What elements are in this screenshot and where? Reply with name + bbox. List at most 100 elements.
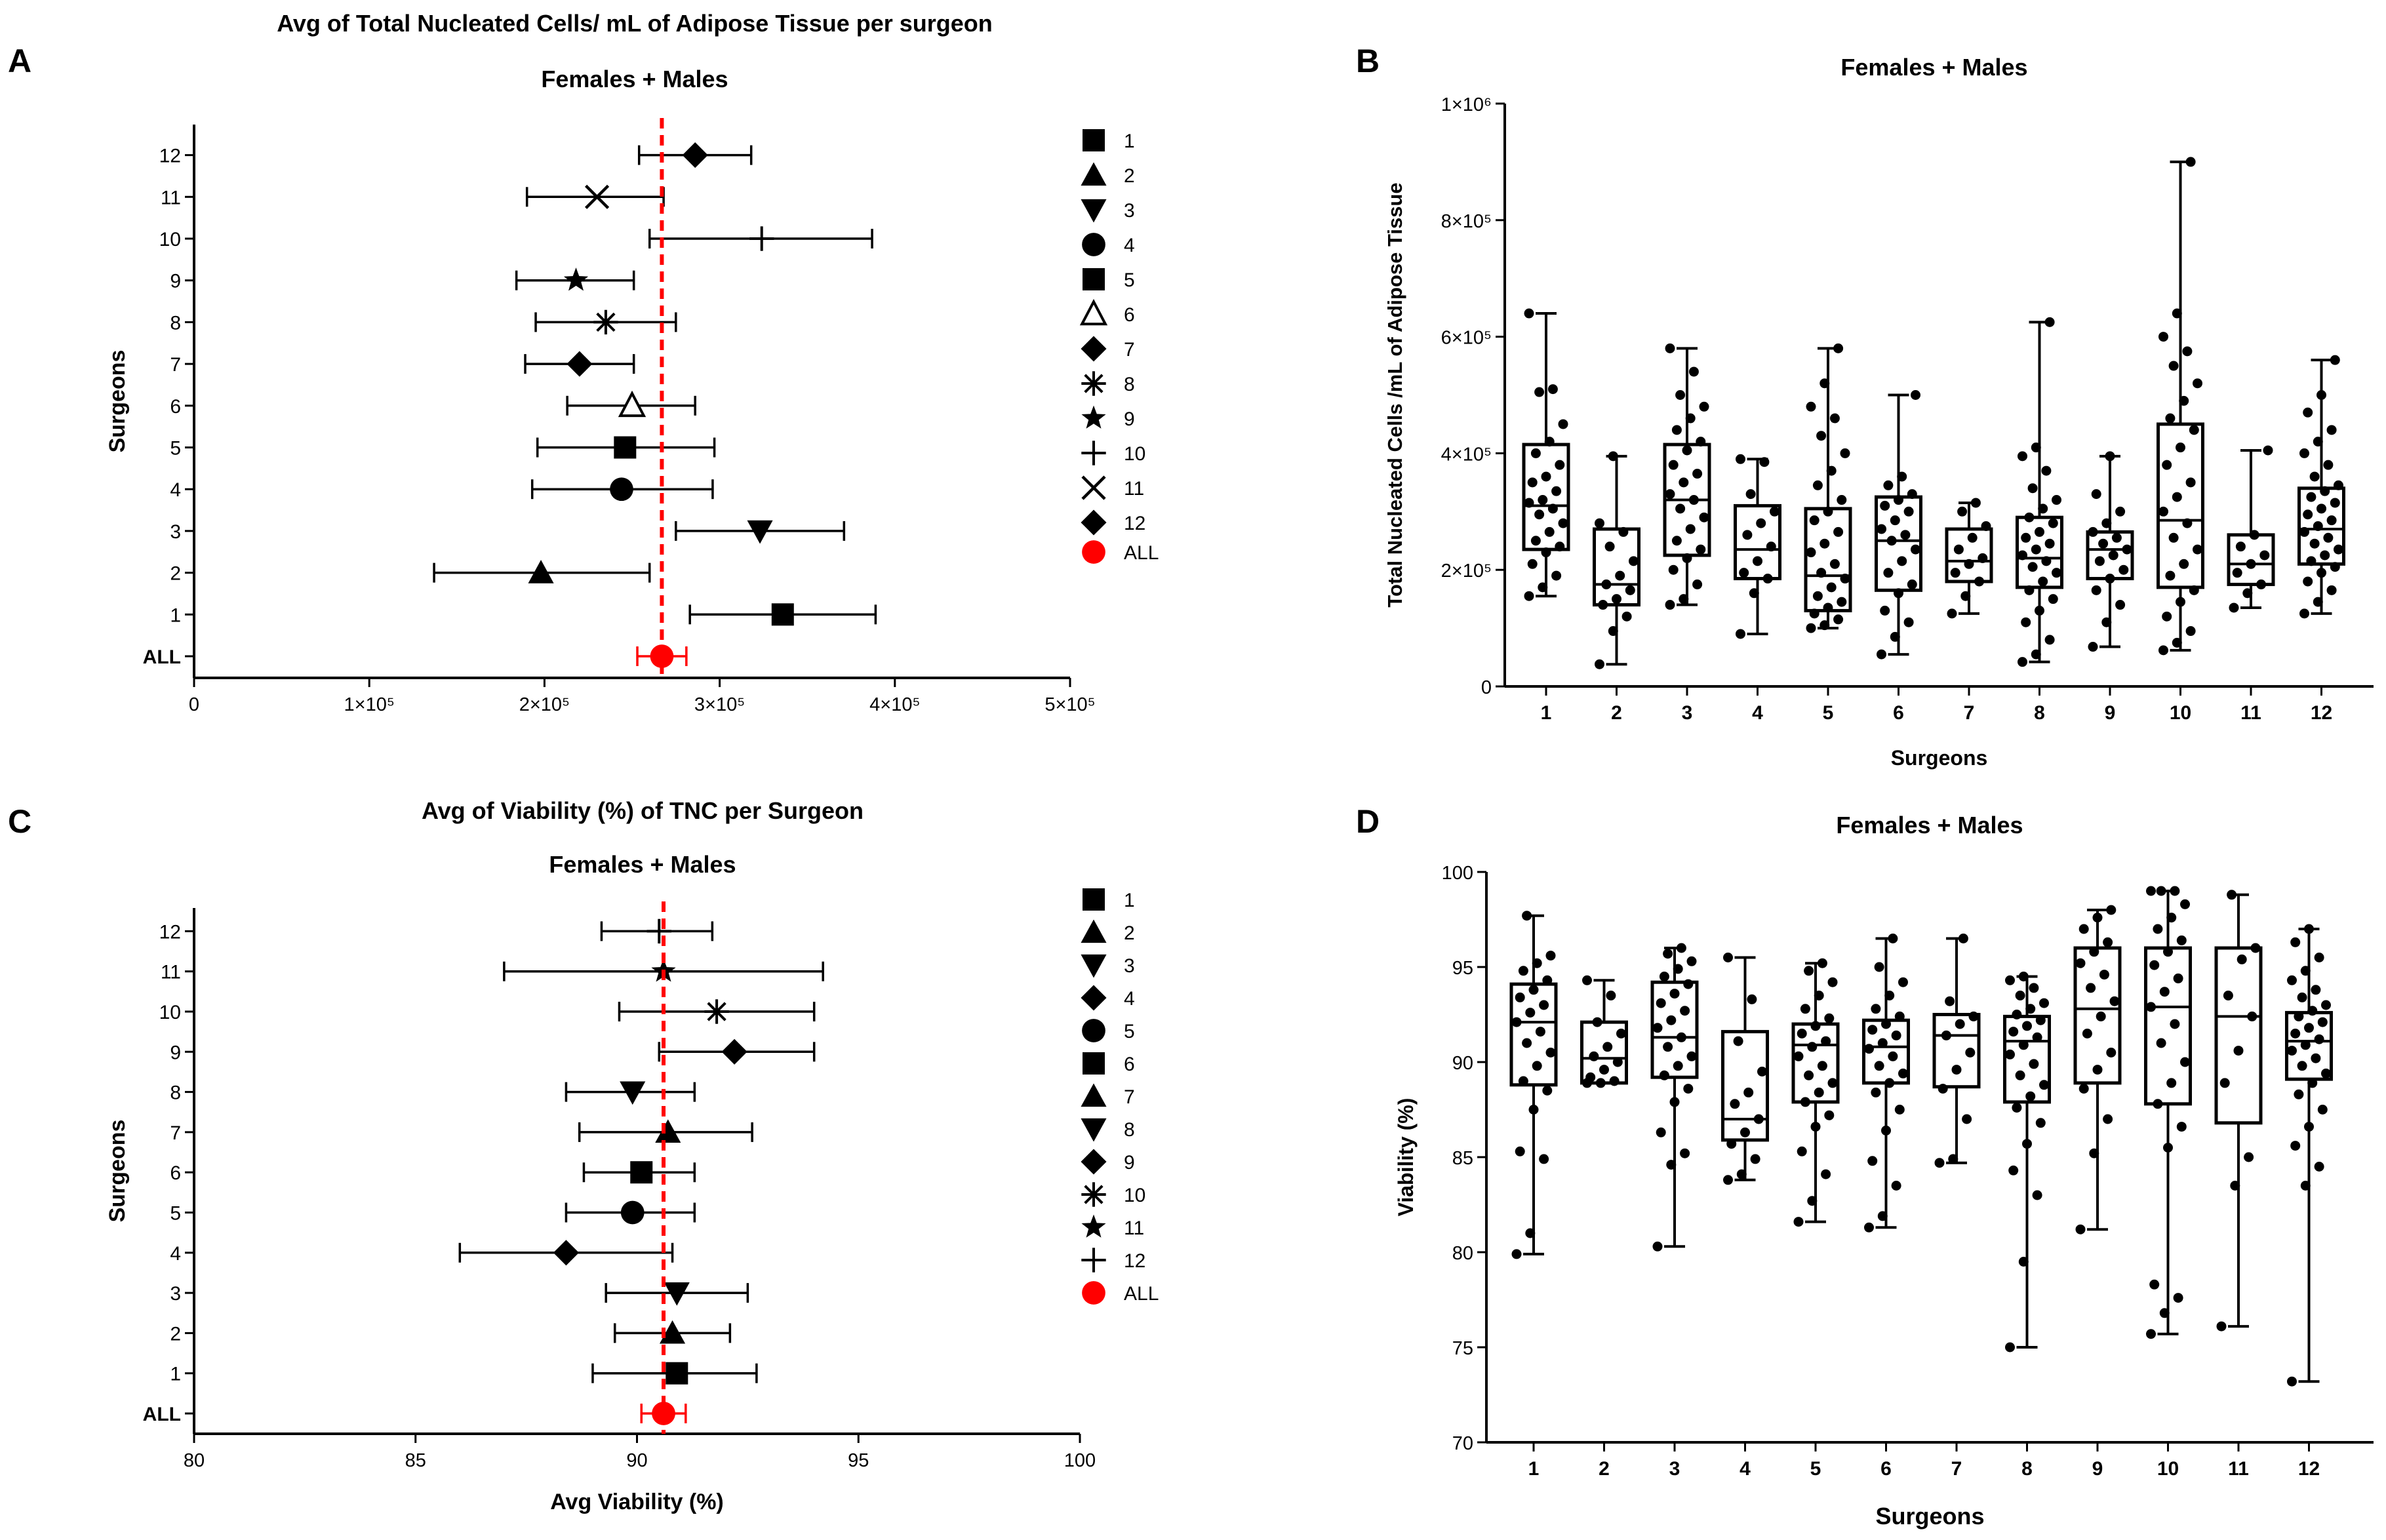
x-tick-label: 10 <box>2170 702 2191 724</box>
x-tick-label: 80 <box>184 1450 205 1471</box>
data-point <box>1958 934 1968 943</box>
box-iqr <box>1721 1030 1769 1142</box>
data-point <box>1807 1042 1818 1052</box>
data-point <box>1629 556 1639 566</box>
data-point <box>771 603 794 626</box>
chart-title: Females + Males <box>1840 54 2027 81</box>
data-point <box>1953 544 1964 555</box>
data-point <box>1753 1114 1764 1124</box>
data-point <box>1898 977 1908 987</box>
data-point <box>1812 480 1823 490</box>
x-tick-label: 5 <box>1823 702 1834 724</box>
x-tick-label: 4×10⁵ <box>869 694 920 715</box>
data-point <box>1608 451 1618 462</box>
data-point <box>1723 953 1733 962</box>
data-point <box>2039 1080 2049 1090</box>
data-point <box>1730 1099 1740 1109</box>
data-point <box>1534 509 1545 520</box>
legend-marker <box>1081 1083 1107 1107</box>
data-point <box>1747 994 1757 1004</box>
data-point <box>664 1282 690 1306</box>
data-point <box>1736 454 1745 464</box>
data-point <box>2005 975 2015 985</box>
box-5 <box>1791 958 1840 1227</box>
data-point <box>1676 1032 1686 1042</box>
data-point <box>2005 1342 2015 1352</box>
y-tick-label: 5 <box>170 1203 181 1225</box>
data-point <box>2038 576 2048 587</box>
data-point <box>1592 1017 1602 1027</box>
data-point <box>1806 401 1816 412</box>
data-point <box>1891 1030 1901 1040</box>
data-point <box>2303 407 2313 418</box>
data-point <box>1797 1146 1807 1156</box>
data-point <box>1595 518 1604 528</box>
data-point <box>1974 576 1985 587</box>
data-point <box>2146 1329 2156 1339</box>
data-point <box>1871 1004 1881 1014</box>
data-point <box>2109 996 2120 1006</box>
data-point <box>2031 544 2041 555</box>
y-tick-label: ALL <box>143 646 181 668</box>
data-point <box>2103 937 2113 947</box>
data-point <box>1867 1156 1878 1166</box>
box-9 <box>2086 451 2134 652</box>
y-axis-label: Total Nucleated Cells /mL of Adipose Tis… <box>1383 182 1406 607</box>
box-8 <box>2016 317 2063 667</box>
legend-marker <box>1082 233 1105 256</box>
data-point <box>1609 1076 1620 1086</box>
data-point <box>1688 366 1699 377</box>
data-point <box>1817 1061 1827 1071</box>
x-tick-label: 85 <box>405 1450 426 1471</box>
data-point <box>1545 951 1556 961</box>
data-point <box>2024 512 2035 523</box>
data-point <box>1675 503 1686 514</box>
data-point <box>1686 956 1697 966</box>
data-point <box>1809 608 1819 619</box>
data-point <box>1656 998 1666 1008</box>
data-point <box>1598 600 1608 610</box>
data-point <box>2096 1011 2106 1021</box>
data-point <box>1964 559 1974 569</box>
y-tick-label: 9 <box>170 271 181 292</box>
data-point <box>2172 492 2182 502</box>
data-point <box>1907 489 1917 500</box>
data-point <box>1736 1169 1747 1179</box>
y-tick-label: 10 <box>159 1002 181 1023</box>
data-point <box>1745 489 1756 500</box>
data-point <box>2249 530 2259 540</box>
y-tick-label: 8×10⁵ <box>1441 211 1492 232</box>
data-point <box>2099 970 2109 980</box>
legend-marker <box>1082 1019 1105 1042</box>
data-point <box>610 477 633 502</box>
data-point <box>1679 477 1689 488</box>
box-5 <box>1804 343 1852 633</box>
box-12 <box>2285 924 2333 1387</box>
data-point <box>2326 585 2337 595</box>
data-point <box>1595 659 1604 669</box>
data-point <box>2091 489 2101 500</box>
box-iqr <box>2144 946 2192 1106</box>
data-point <box>1539 1154 1549 1164</box>
y-tick-label: 0 <box>1481 677 1492 698</box>
data-point <box>1535 1027 1545 1037</box>
data-point <box>1668 564 1679 575</box>
data-point <box>1762 574 1773 584</box>
data-point <box>1886 536 1897 546</box>
data-point <box>2304 1122 2314 1132</box>
y-tick-label: 3 <box>170 521 181 543</box>
data-point <box>1903 617 1914 627</box>
y-tick-label: 70 <box>1452 1433 1473 1454</box>
data-point <box>1515 992 1525 1002</box>
data-point <box>2300 1181 2311 1191</box>
legend-marker <box>1081 336 1107 362</box>
data-point <box>1528 1105 1539 1115</box>
data-point <box>2149 960 2160 970</box>
x-tick-label: 1 <box>1528 1458 1540 1480</box>
data-point <box>2323 460 2334 470</box>
data-point <box>2193 378 2202 389</box>
data-point <box>2024 585 2035 595</box>
legend-marker <box>1083 268 1105 290</box>
data-point <box>2299 448 2309 458</box>
data-point <box>1806 623 1816 633</box>
